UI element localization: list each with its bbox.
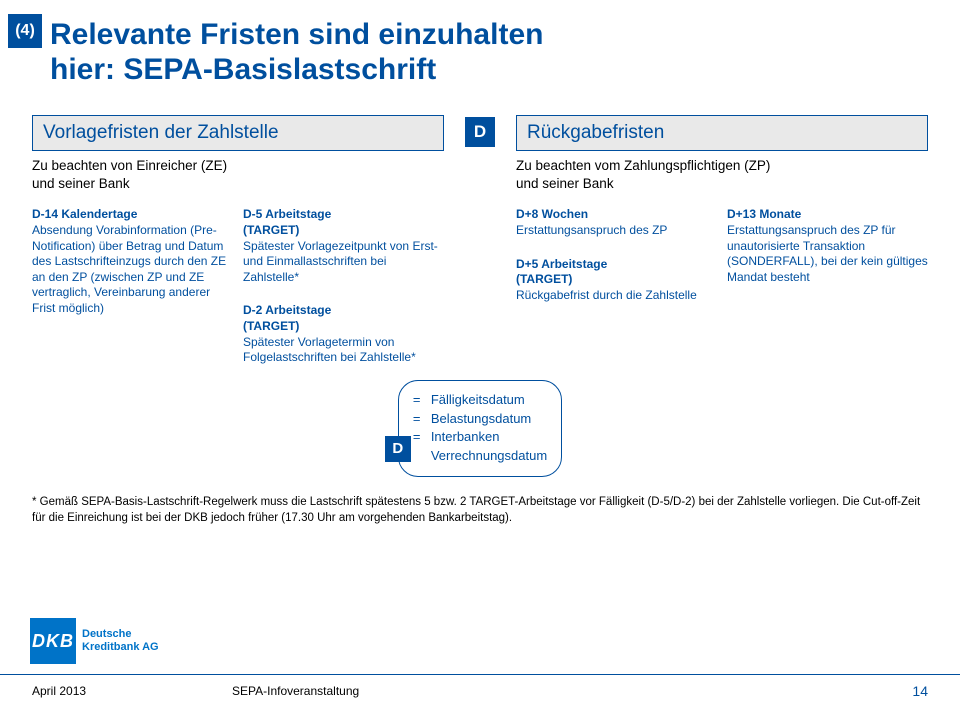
left-sub-2: und seiner Bank [32,176,130,191]
title-line-2: hier: SEPA-Basislastschrift [50,53,436,86]
box-d2-body: Spätester Vorlagetermin von Folgelastsch… [243,335,416,365]
logo-line-1: Deutsche [82,628,132,640]
title-line-1: Relevante Fristen sind einzuhalten [50,18,543,51]
box-d5-body: Spätester Vorlagezeitpunkt von Erst- und… [243,239,438,284]
bubble-l3: Interbanken Verrechnungsdatum [431,428,547,466]
footer-date: April 2013 [32,684,232,698]
eq-2: = [413,410,425,429]
bubble-line-3: = Interbanken Verrechnungsdatum [413,428,547,466]
footer-event: SEPA-Infoveranstaltung [232,684,912,698]
box-d14: D-14 Kalendertage Absendung Vorabinforma… [32,207,233,365]
footer: April 2013 SEPA-Infoveranstaltung 14 [0,674,960,706]
section-badge: (4) [8,14,42,48]
box-d2-title2: (TARGET) [243,319,299,333]
slide: (4) Relevante Fristen sind einzuhalten h… [0,0,960,706]
columns: Vorlagefristen der Zahlstelle Zu beachte… [32,115,928,366]
d-bubble: D = Fälligkeitsdatum = Belastungsdatum =… [398,380,562,477]
bubble-line-2: = Belastungsdatum [413,410,547,429]
left-col-a: D-14 Kalendertage Absendung Vorabinforma… [32,207,233,365]
right-header-box: Rückgabefristen [516,115,928,151]
bubble-l3a: Interbanken [431,429,500,444]
eq-1: = [413,391,425,410]
bubble-l2: Belastungsdatum [431,410,531,429]
box-d14-body: Absendung Vorabinformation (Pre-Notifica… [32,223,226,315]
left-subhead: Zu beachten von Einreicher (ZE) und sein… [32,157,444,193]
mid-column: D [462,115,498,366]
bubble-l1: Fälligkeitsdatum [431,391,525,410]
right-column: Rückgabefristen Zu beachten vom Zahlungs… [516,115,928,366]
box-d2: D-2 Arbeitstage (TARGET) Spätester Vorla… [243,303,444,365]
box-d5-title: D-5 Arbeitstage [243,207,444,223]
d-badge-bubble: D [385,436,411,462]
box-d14-title: D-14 Kalendertage [32,207,233,223]
right-sub-2: und seiner Bank [516,176,614,191]
box-d8w: D+8 Wochen Erstattungsanspruch des ZP [516,207,717,238]
logo-square: DKB [30,618,76,664]
box-d5p: D+5 Arbeitstage (TARGET) Rückgabefrist d… [516,257,717,304]
box-d13m: D+13 Monate Erstattungsanspruch des ZP f… [727,207,928,303]
eq-3: = [413,428,425,466]
box-d2-title: D-2 Arbeitstage [243,303,444,319]
left-column: Vorlagefristen der Zahlstelle Zu beachte… [32,115,444,366]
box-d5-title2: (TARGET) [243,223,299,237]
box-d5p-title2: (TARGET) [516,272,572,286]
d-badge-top: D [465,117,495,147]
box-d5p-body: Rückgabefrist durch die Zahlstelle [516,288,697,302]
bubble-l3b: Verrechnungsdatum [431,448,547,463]
box-d8w-title: D+8 Wochen [516,207,717,223]
left-header-box: Vorlagefristen der Zahlstelle [32,115,444,151]
logo-text: Deutsche Kreditbank AG [82,628,159,653]
slide-title: Relevante Fristen sind einzuhalten hier:… [50,18,928,87]
right-boxes: D+8 Wochen Erstattungsanspruch des ZP D+… [516,207,928,303]
logo-line-2: Kreditbank AG [82,641,159,653]
footer-page: 14 [912,683,928,699]
right-subhead: Zu beachten vom Zahlungspflichtigen (ZP)… [516,157,928,193]
bubble-wrap: D = Fälligkeitsdatum = Belastungsdatum =… [32,380,928,477]
right-col-a: D+8 Wochen Erstattungsanspruch des ZP D+… [516,207,717,303]
footnote: * Gemäß SEPA-Basis-Lastschrift-Regelwerk… [32,495,928,526]
left-boxes: D-14 Kalendertage Absendung Vorabinforma… [32,207,444,365]
box-d8w-body: Erstattungsanspruch des ZP [516,223,667,237]
logo: DKB Deutsche Kreditbank AG [30,618,159,664]
box-d13m-title: D+13 Monate [727,207,928,223]
box-d13m-body: Erstattungsanspruch des ZP für unautoris… [727,223,928,284]
right-sub-1: Zu beachten vom Zahlungspflichtigen (ZP) [516,158,770,173]
box-d5: D-5 Arbeitstage (TARGET) Spätester Vorla… [243,207,444,285]
bubble-line-1: = Fälligkeitsdatum [413,391,547,410]
left-sub-1: Zu beachten von Einreicher (ZE) [32,158,227,173]
left-col-b: D-5 Arbeitstage (TARGET) Spätester Vorla… [243,207,444,365]
box-d5p-title: D+5 Arbeitstage [516,257,717,273]
right-col-b: D+13 Monate Erstattungsanspruch des ZP f… [727,207,928,303]
